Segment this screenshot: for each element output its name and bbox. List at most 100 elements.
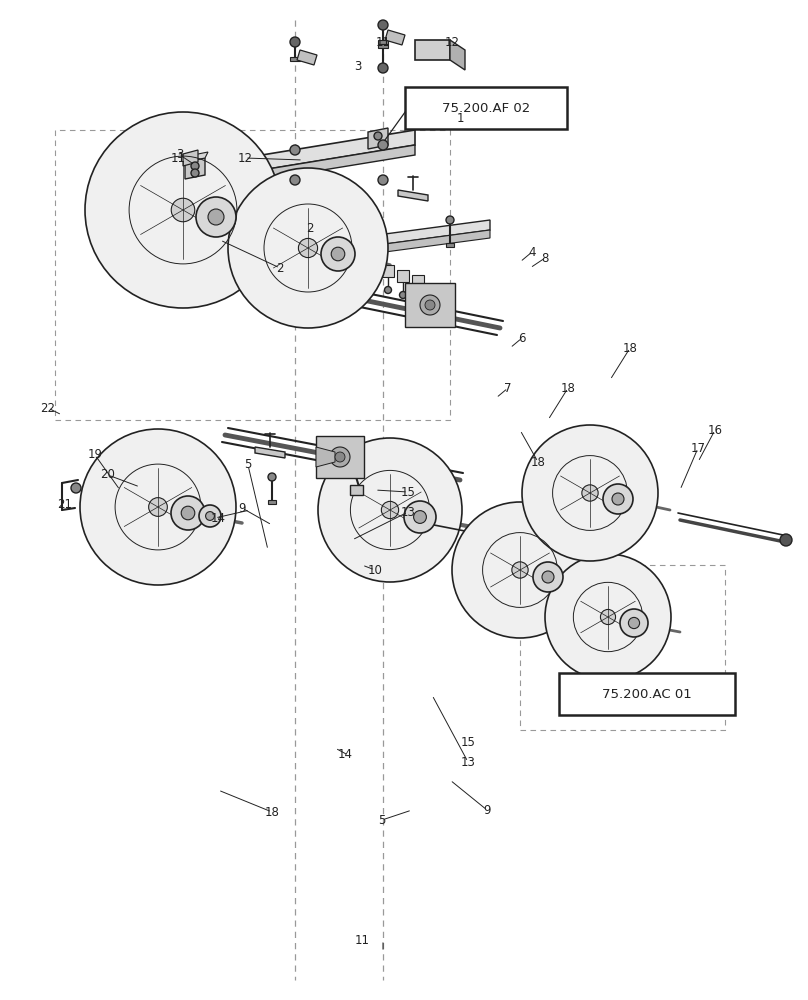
Polygon shape bbox=[290, 57, 300, 61]
Circle shape bbox=[321, 237, 355, 271]
Polygon shape bbox=[405, 283, 455, 327]
Circle shape bbox=[290, 145, 300, 155]
Text: 3: 3 bbox=[176, 148, 183, 161]
Circle shape bbox=[369, 282, 377, 288]
Text: 13: 13 bbox=[461, 756, 475, 768]
Circle shape bbox=[228, 168, 388, 328]
Text: 5: 5 bbox=[378, 814, 385, 826]
Circle shape bbox=[290, 37, 300, 47]
Circle shape bbox=[414, 511, 427, 523]
Text: 9: 9 bbox=[483, 804, 490, 816]
Text: 18: 18 bbox=[531, 456, 545, 468]
Text: 12: 12 bbox=[444, 35, 460, 48]
Circle shape bbox=[533, 562, 563, 592]
Circle shape bbox=[171, 496, 205, 530]
Polygon shape bbox=[297, 50, 317, 65]
Circle shape bbox=[545, 554, 671, 680]
Circle shape bbox=[522, 425, 658, 561]
Text: 18: 18 bbox=[561, 381, 575, 394]
Polygon shape bbox=[446, 243, 454, 247]
Polygon shape bbox=[378, 40, 388, 44]
Text: 75.200.AF 02: 75.200.AF 02 bbox=[442, 102, 530, 114]
Circle shape bbox=[378, 175, 388, 185]
Text: 14: 14 bbox=[211, 512, 225, 524]
Circle shape bbox=[415, 296, 422, 304]
Text: 16: 16 bbox=[708, 424, 722, 436]
Text: 11: 11 bbox=[376, 35, 390, 48]
Circle shape bbox=[355, 276, 361, 284]
Circle shape bbox=[452, 502, 588, 638]
Polygon shape bbox=[268, 500, 276, 504]
Polygon shape bbox=[368, 128, 388, 149]
Text: 15: 15 bbox=[401, 486, 415, 498]
Polygon shape bbox=[340, 230, 490, 258]
Text: 5: 5 bbox=[244, 458, 251, 472]
Polygon shape bbox=[255, 447, 285, 458]
Text: 3: 3 bbox=[355, 60, 362, 73]
Circle shape bbox=[542, 571, 554, 583]
Circle shape bbox=[378, 63, 388, 73]
Circle shape bbox=[446, 216, 454, 224]
Circle shape bbox=[199, 505, 221, 527]
Text: 12: 12 bbox=[238, 151, 252, 164]
Text: 18: 18 bbox=[264, 806, 280, 818]
Polygon shape bbox=[183, 150, 198, 166]
Text: 17: 17 bbox=[691, 442, 705, 454]
Text: 7: 7 bbox=[504, 381, 511, 394]
Polygon shape bbox=[185, 158, 205, 179]
Circle shape bbox=[612, 493, 624, 505]
Text: 4: 4 bbox=[528, 245, 536, 258]
Circle shape bbox=[381, 501, 398, 519]
Polygon shape bbox=[170, 130, 415, 185]
Circle shape bbox=[181, 506, 195, 520]
Polygon shape bbox=[378, 44, 388, 48]
Circle shape bbox=[318, 438, 462, 582]
Polygon shape bbox=[340, 220, 490, 250]
Circle shape bbox=[603, 484, 633, 514]
Circle shape bbox=[399, 292, 406, 298]
Polygon shape bbox=[397, 270, 409, 282]
Circle shape bbox=[205, 512, 214, 520]
Circle shape bbox=[385, 286, 392, 294]
Circle shape bbox=[335, 452, 345, 462]
Circle shape bbox=[330, 447, 350, 467]
Polygon shape bbox=[316, 436, 364, 478]
Circle shape bbox=[298, 238, 318, 258]
Text: 21: 21 bbox=[57, 498, 73, 512]
Circle shape bbox=[425, 300, 435, 310]
Circle shape bbox=[85, 112, 281, 308]
Text: 1: 1 bbox=[457, 111, 464, 124]
Circle shape bbox=[149, 498, 167, 516]
Text: 2: 2 bbox=[306, 222, 314, 234]
Text: 6: 6 bbox=[518, 332, 526, 344]
Polygon shape bbox=[412, 275, 424, 287]
Polygon shape bbox=[350, 485, 363, 495]
Circle shape bbox=[780, 534, 792, 546]
Circle shape bbox=[171, 198, 195, 222]
Text: 11: 11 bbox=[355, 934, 369, 946]
Circle shape bbox=[290, 175, 300, 185]
Text: 8: 8 bbox=[541, 251, 549, 264]
Circle shape bbox=[191, 162, 199, 170]
Circle shape bbox=[420, 295, 440, 315]
Circle shape bbox=[629, 617, 640, 629]
Circle shape bbox=[378, 20, 388, 30]
Text: 18: 18 bbox=[622, 342, 638, 355]
Circle shape bbox=[404, 501, 436, 533]
Polygon shape bbox=[415, 40, 450, 60]
Circle shape bbox=[600, 609, 616, 625]
Circle shape bbox=[191, 169, 199, 177]
Text: 13: 13 bbox=[401, 506, 415, 518]
Polygon shape bbox=[398, 190, 428, 201]
Circle shape bbox=[374, 132, 382, 140]
Text: 19: 19 bbox=[87, 448, 103, 462]
Circle shape bbox=[196, 197, 236, 237]
Polygon shape bbox=[352, 255, 364, 267]
Ellipse shape bbox=[164, 171, 176, 195]
Text: 2: 2 bbox=[276, 261, 284, 274]
Polygon shape bbox=[170, 145, 415, 195]
Text: 9: 9 bbox=[238, 502, 246, 514]
Text: 10: 10 bbox=[368, 564, 382, 576]
Text: 11: 11 bbox=[170, 151, 186, 164]
Circle shape bbox=[511, 562, 528, 578]
